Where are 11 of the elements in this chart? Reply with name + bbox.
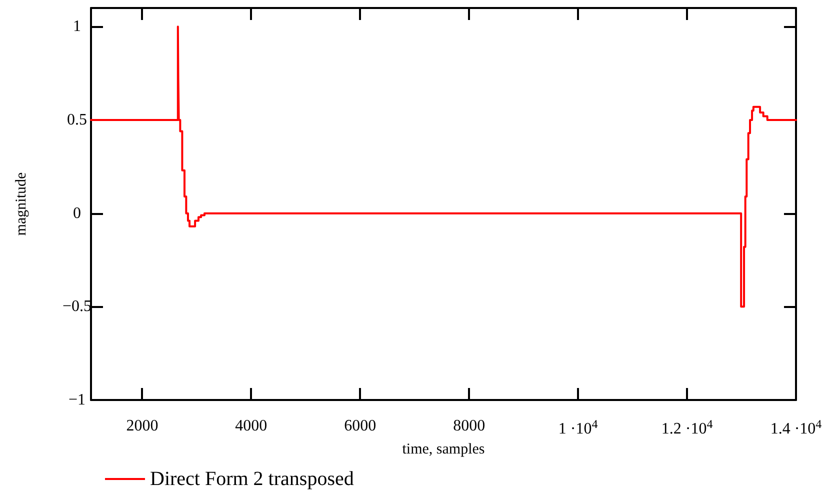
x-axis-title: time, samples [402,442,485,458]
x-tick-label: 2000 [126,418,158,434]
x-tick-label: 8000 [453,418,486,434]
y-axis-title: magnitude [14,172,30,236]
x-tick-label: 6000 [344,418,376,434]
y-tick-label: 0 [73,204,81,222]
y-tick-label: −1 [68,392,86,408]
y-tick-label: 1 [73,18,81,36]
legend-label: Direct Form 2 transposed [150,468,354,490]
y-tick-label: 0.5 [67,112,87,128]
x-tick-label: 4000 [235,418,268,434]
